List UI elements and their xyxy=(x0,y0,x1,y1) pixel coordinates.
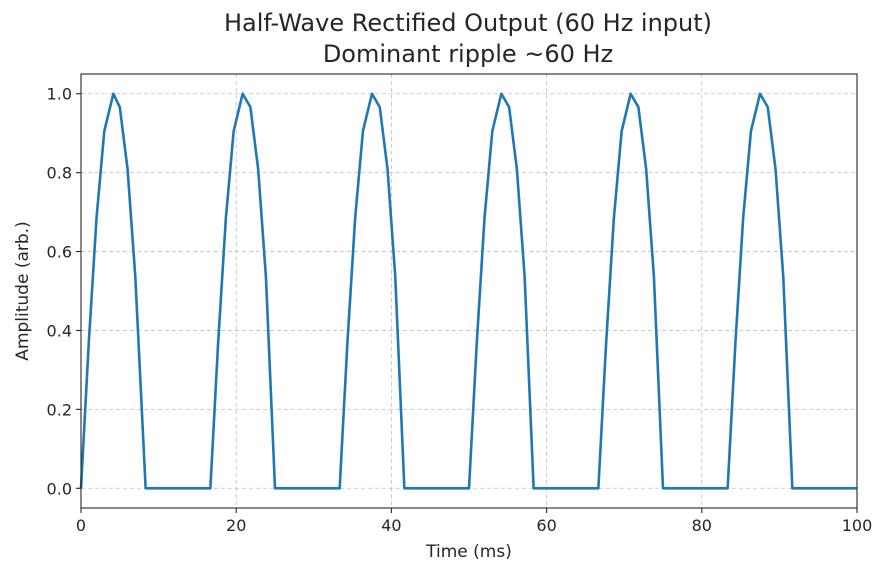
series-layer xyxy=(79,92,857,490)
y-tick-label: 0.0 xyxy=(47,479,72,498)
x-tick-label: 80 xyxy=(692,516,712,535)
grid xyxy=(80,74,858,508)
x-tick-label: 20 xyxy=(226,516,246,535)
x-tick-label: 0 xyxy=(76,516,86,535)
y-tick-label: 0.2 xyxy=(47,400,72,419)
y-tick-label: 0.6 xyxy=(47,243,72,262)
chart-title: Half-Wave Rectified Output (60 Hz input) xyxy=(224,9,712,37)
y-tick-label: 1.0 xyxy=(47,85,72,104)
x-axis-label: Time (ms) xyxy=(425,542,512,562)
axes-ticks: 0 20 40 60 80 100 0.0 0.2 0.4 0.6 0.8 1.0 xyxy=(47,85,873,535)
series-line xyxy=(79,92,857,490)
y-tick-label: 0.8 xyxy=(47,164,72,183)
x-tick-label: 100 xyxy=(842,516,873,535)
plot-frame xyxy=(80,73,858,509)
x-tick-label: 40 xyxy=(381,516,401,535)
y-tick-label: 0.4 xyxy=(47,321,72,340)
y-axis-label: Amplitude (arb.) xyxy=(13,221,33,360)
chart-subtitle: Dominant ripple ~60 Hz xyxy=(323,40,613,68)
x-tick-label: 60 xyxy=(536,516,556,535)
